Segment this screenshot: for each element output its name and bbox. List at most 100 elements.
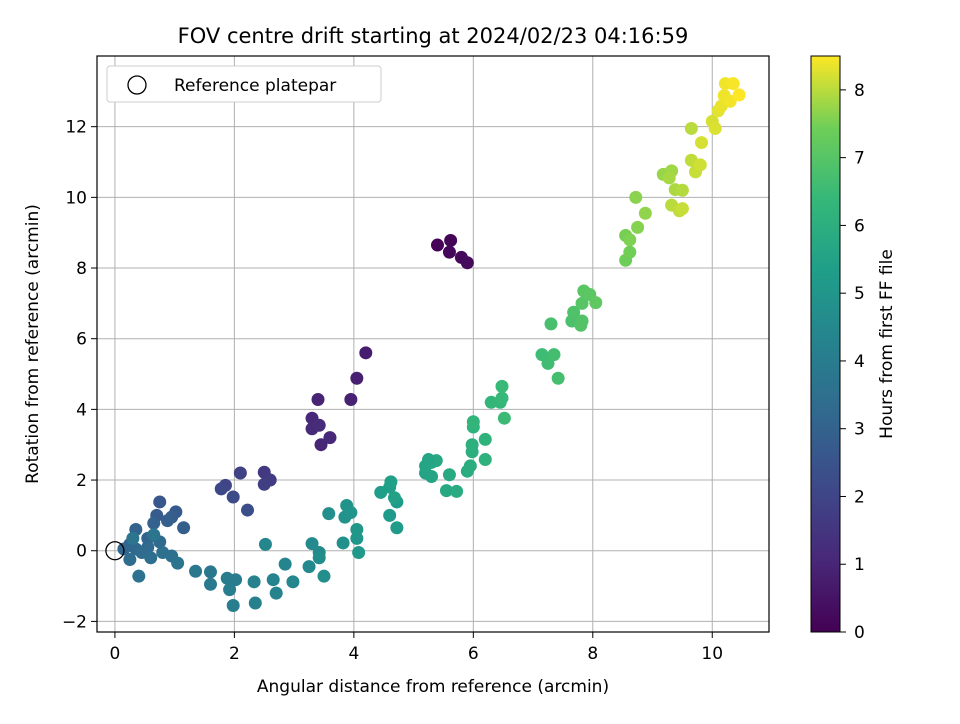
legend-marker-reference xyxy=(127,75,147,95)
data-point xyxy=(723,94,737,108)
data-point xyxy=(478,432,492,446)
data-point xyxy=(465,438,479,452)
data-point xyxy=(387,491,401,505)
data-point xyxy=(203,565,217,579)
y-tick-label: 12 xyxy=(65,118,87,138)
data-point xyxy=(726,77,740,91)
data-point xyxy=(317,569,331,583)
data-point xyxy=(439,484,453,498)
data-point xyxy=(214,482,228,496)
data-point xyxy=(460,256,474,270)
data-point xyxy=(495,379,509,393)
data-point xyxy=(495,391,509,405)
data-point xyxy=(466,415,480,429)
data-point xyxy=(484,395,498,409)
y-tick-label: 10 xyxy=(65,188,87,208)
y-tick-label: 4 xyxy=(76,400,87,420)
colorbar-tick-label: 8 xyxy=(854,81,865,101)
reference-marker xyxy=(105,541,125,561)
y-tick-label: 8 xyxy=(76,259,87,279)
data-point xyxy=(344,506,358,520)
data-point xyxy=(623,233,637,247)
data-point xyxy=(323,431,337,445)
data-point xyxy=(444,233,458,247)
y-tick-label: −2 xyxy=(62,612,87,632)
data-point xyxy=(177,521,191,535)
data-point xyxy=(547,348,561,362)
data-point xyxy=(567,305,581,319)
data-point xyxy=(144,551,158,565)
data-point xyxy=(574,318,588,332)
data-point xyxy=(350,371,364,385)
data-point xyxy=(497,411,511,425)
legend: Reference platepar xyxy=(106,65,382,103)
data-point xyxy=(269,586,283,600)
data-point xyxy=(442,245,456,259)
data-point xyxy=(153,495,167,509)
data-point xyxy=(708,121,722,135)
chart-title: FOV centre drift starting at 2024/02/23 … xyxy=(178,24,689,48)
data-point xyxy=(171,556,185,570)
data-point xyxy=(229,573,243,587)
x-tick-label: 6 xyxy=(468,644,479,664)
colorbar-gradient xyxy=(810,55,841,633)
data-point xyxy=(189,564,203,578)
data-point xyxy=(302,560,316,574)
data-point xyxy=(160,514,174,528)
data-point xyxy=(312,418,326,432)
colorbar-tick-label: 0 xyxy=(854,623,865,643)
data-point xyxy=(147,528,161,542)
data-point xyxy=(384,475,398,489)
colorbar-tick-label: 7 xyxy=(854,149,865,169)
reference-point xyxy=(105,541,125,561)
y-tick-label: 2 xyxy=(76,471,87,491)
data-point xyxy=(442,468,456,482)
grid xyxy=(97,56,769,632)
legend-box xyxy=(106,65,382,103)
data-point xyxy=(544,317,558,331)
data-point xyxy=(312,551,326,565)
x-axis-ticks: 0 2 4 6 8 10 xyxy=(110,632,723,664)
data-point xyxy=(383,508,397,522)
data-point xyxy=(631,220,645,234)
legend-entry-reference: Reference platepar xyxy=(174,76,336,96)
data-point xyxy=(311,392,325,406)
colorbar-tick-label: 1 xyxy=(854,555,865,575)
data-point xyxy=(314,438,328,452)
x-tick-label: 10 xyxy=(701,644,723,664)
colorbar-label: Hours from first FF file xyxy=(877,249,897,439)
data-point xyxy=(359,346,373,360)
data-point xyxy=(425,470,439,484)
colorbar-tick-label: 3 xyxy=(854,420,865,440)
data-point xyxy=(352,545,366,559)
data-point xyxy=(350,523,364,537)
data-point xyxy=(257,477,271,491)
data-point xyxy=(248,596,262,610)
data-point xyxy=(241,503,255,517)
y-tick-label: 0 xyxy=(76,542,87,562)
data-point xyxy=(278,557,292,571)
colorbar-tick-label: 4 xyxy=(854,352,865,372)
colorbar-tick-label: 2 xyxy=(854,487,865,507)
data-point xyxy=(478,453,492,467)
data-point xyxy=(422,453,436,467)
data-point xyxy=(226,598,240,612)
data-point xyxy=(147,516,161,530)
data-point xyxy=(732,88,746,102)
data-point xyxy=(132,569,146,583)
data-point xyxy=(226,490,240,504)
colorbar: 0 1 2 3 4 5 6 7 8 Hours from first FF file xyxy=(810,55,897,643)
colorbar-tick-label: 6 xyxy=(854,216,865,236)
data-point xyxy=(450,484,464,498)
data-point xyxy=(258,537,272,551)
data-point xyxy=(575,296,589,310)
plot-frame xyxy=(96,55,770,633)
data-point xyxy=(390,521,404,535)
data-point xyxy=(336,536,350,550)
data-point xyxy=(203,577,217,591)
data-point xyxy=(247,575,261,589)
data-point xyxy=(286,575,300,589)
data-point xyxy=(638,206,652,220)
x-axis-label: Angular distance from reference (arcmin) xyxy=(257,677,609,697)
